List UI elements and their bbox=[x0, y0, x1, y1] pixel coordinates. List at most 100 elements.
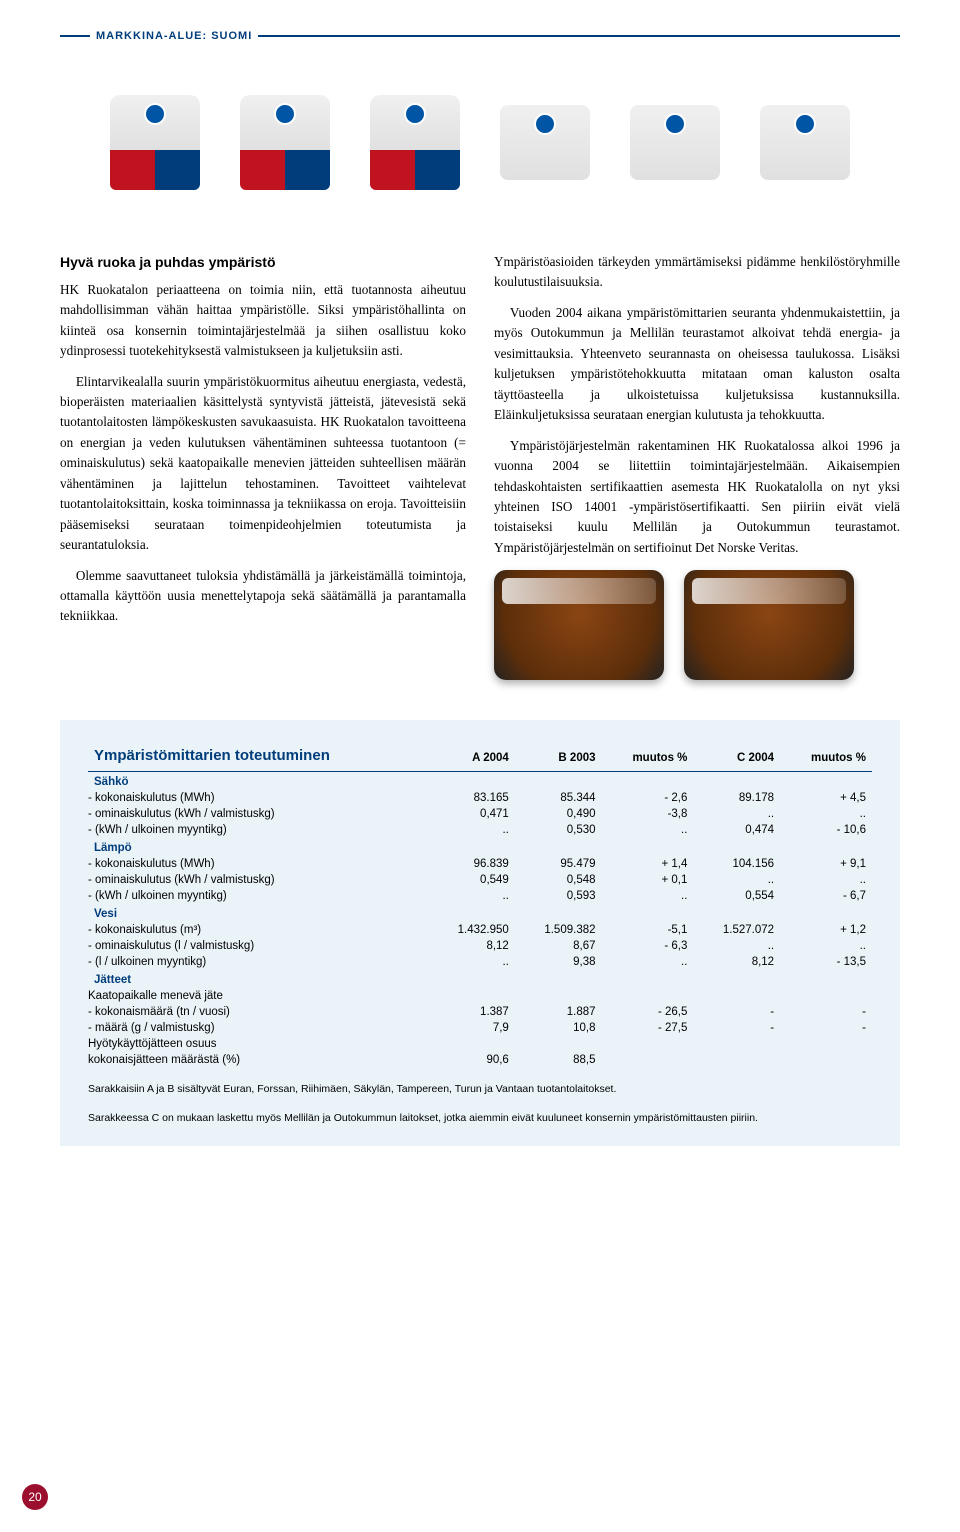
cell-value bbox=[515, 988, 602, 1004]
cell-value: 88,5 bbox=[515, 1052, 602, 1068]
para: Vuoden 2004 aikana ympäristömittarien se… bbox=[494, 303, 900, 426]
table-footnote-1: Sarakkaisiin A ja B sisältyvät Euran, Fo… bbox=[88, 1082, 872, 1097]
cell-value: 0,471 bbox=[428, 806, 515, 822]
row-label: - kokonaiskulutus (MWh) bbox=[88, 790, 428, 806]
cell-value: .. bbox=[602, 822, 694, 838]
table-row: - ominaiskulutus (l / valmistuskg)8,128,… bbox=[88, 938, 872, 954]
cell-value: .. bbox=[602, 888, 694, 904]
cell-value: .. bbox=[428, 954, 515, 970]
header-rule-left bbox=[60, 35, 90, 37]
table-row: kokonaisjätteen määrästä (%)90,688,5 bbox=[88, 1052, 872, 1068]
col-header: C 2004 bbox=[693, 744, 780, 772]
cell-value bbox=[693, 988, 780, 1004]
cell-value: - 10,6 bbox=[780, 822, 872, 838]
row-label: - ominaiskulutus (l / valmistuskg) bbox=[88, 938, 428, 954]
cell-value: - 13,5 bbox=[780, 954, 872, 970]
para: Ympäristöasioiden tärkeyden ymmärtämisek… bbox=[494, 252, 900, 293]
row-label: Hyötykäyttöjätteen osuus bbox=[88, 1036, 428, 1052]
article-columns: Hyvä ruoka ja puhdas ympäristö HK Ruokat… bbox=[60, 252, 900, 680]
table-title: Ympäristömittarien toteutuminen bbox=[94, 747, 330, 764]
row-label: - kokonaiskulutus (m³) bbox=[88, 922, 428, 938]
cell-value: + 4,5 bbox=[780, 790, 872, 806]
row-label: Kaatopaikalle menevä jäte bbox=[88, 988, 428, 1004]
table-row: Kaatopaikalle menevä jäte bbox=[88, 988, 872, 1004]
table-row: - ominaiskulutus (kWh / valmistuskg)0,47… bbox=[88, 806, 872, 822]
cell-value: .. bbox=[428, 822, 515, 838]
table-row: - ominaiskulutus (kWh / valmistuskg)0,54… bbox=[88, 872, 872, 888]
cell-value: - 2,6 bbox=[602, 790, 694, 806]
cell-value: .. bbox=[428, 888, 515, 904]
cell-value: 9,38 bbox=[515, 954, 602, 970]
cell-value: 1.509.382 bbox=[515, 922, 602, 938]
table-row: - kokonaiskulutus (m³)1.432.9501.509.382… bbox=[88, 922, 872, 938]
table-row: - (kWh / ulkoinen myyntikg)..0,530..0,47… bbox=[88, 822, 872, 838]
row-label: - kokonaismäärä (tn / vuosi) bbox=[88, 1004, 428, 1020]
cell-value: 0,490 bbox=[515, 806, 602, 822]
meat-tray-image-2 bbox=[684, 570, 854, 680]
col-header: muutos % bbox=[602, 744, 694, 772]
cell-value: + 9,1 bbox=[780, 856, 872, 872]
cell-value: 0,474 bbox=[693, 822, 780, 838]
cell-value: + 0,1 bbox=[602, 872, 694, 888]
cell-value bbox=[780, 988, 872, 1004]
article-right-column: Ympäristöasioiden tärkeyden ymmärtämisek… bbox=[494, 252, 900, 680]
cell-value: - bbox=[780, 1004, 872, 1020]
cell-value: .. bbox=[780, 806, 872, 822]
cell-value: - bbox=[693, 1020, 780, 1036]
row-label: - määrä (g / valmistuskg) bbox=[88, 1020, 428, 1036]
cell-value bbox=[428, 1036, 515, 1052]
cell-value: 8,12 bbox=[428, 938, 515, 954]
cell-value: .. bbox=[780, 938, 872, 954]
cell-value: 85.344 bbox=[515, 790, 602, 806]
product-pack-4 bbox=[490, 82, 600, 202]
header-label: MARKKINA-ALUE: SUOMI bbox=[90, 30, 258, 42]
cell-value: 90,6 bbox=[428, 1052, 515, 1068]
article-heading: Hyvä ruoka ja puhdas ympäristö bbox=[60, 252, 466, 274]
cell-value: 0,530 bbox=[515, 822, 602, 838]
cell-value bbox=[780, 1052, 872, 1068]
row-label: - ominaiskulutus (kWh / valmistuskg) bbox=[88, 872, 428, 888]
product-images-row bbox=[60, 82, 900, 202]
col-header: muutos % bbox=[780, 744, 872, 772]
table-section-label: Lämpö bbox=[88, 838, 872, 856]
row-label: kokonaisjätteen määrästä (%) bbox=[88, 1052, 428, 1068]
product-pack-2 bbox=[230, 82, 340, 202]
cell-value: 0,549 bbox=[428, 872, 515, 888]
row-label: - (kWh / ulkoinen myyntikg) bbox=[88, 822, 428, 838]
cell-value: 83.165 bbox=[428, 790, 515, 806]
cell-value: - 26,5 bbox=[602, 1004, 694, 1020]
para: HK Ruokatalon periaatteena on toimia nii… bbox=[60, 280, 466, 362]
product-pack-3 bbox=[360, 82, 470, 202]
inline-product-images bbox=[494, 570, 900, 680]
cell-value: 8,67 bbox=[515, 938, 602, 954]
cell-value bbox=[602, 988, 694, 1004]
cell-value: 10,8 bbox=[515, 1020, 602, 1036]
table-row: Hyötykäyttöjätteen osuus bbox=[88, 1036, 872, 1052]
cell-value bbox=[693, 1036, 780, 1052]
table-row: - kokonaismäärä (tn / vuosi)1.3871.887- … bbox=[88, 1004, 872, 1020]
product-pack-5 bbox=[620, 82, 730, 202]
cell-value bbox=[602, 1052, 694, 1068]
table-row: - määrä (g / valmistuskg)7,910,8- 27,5-- bbox=[88, 1020, 872, 1036]
metrics-table: Ympäristömittarien toteutuminen A 2004 B… bbox=[88, 744, 872, 1068]
col-header: A 2004 bbox=[428, 744, 515, 772]
cell-value: .. bbox=[780, 872, 872, 888]
row-label: - ominaiskulutus (kWh / valmistuskg) bbox=[88, 806, 428, 822]
cell-value: 104.156 bbox=[693, 856, 780, 872]
row-label: - kokonaiskulutus (MWh) bbox=[88, 856, 428, 872]
cell-value: + 1,4 bbox=[602, 856, 694, 872]
cell-value bbox=[515, 1036, 602, 1052]
cell-value: 1.887 bbox=[515, 1004, 602, 1020]
cell-value: - 6,7 bbox=[780, 888, 872, 904]
cell-value: 1.527.072 bbox=[693, 922, 780, 938]
cell-value: 89.178 bbox=[693, 790, 780, 806]
cell-value: .. bbox=[693, 872, 780, 888]
cell-value: .. bbox=[693, 938, 780, 954]
cell-value: 0,548 bbox=[515, 872, 602, 888]
cell-value: 96.839 bbox=[428, 856, 515, 872]
cell-value: 8,12 bbox=[693, 954, 780, 970]
cell-value: 1.387 bbox=[428, 1004, 515, 1020]
row-label: - (l / ulkoinen myyntikg) bbox=[88, 954, 428, 970]
header-rule-right bbox=[258, 35, 900, 37]
product-pack-1 bbox=[100, 82, 210, 202]
